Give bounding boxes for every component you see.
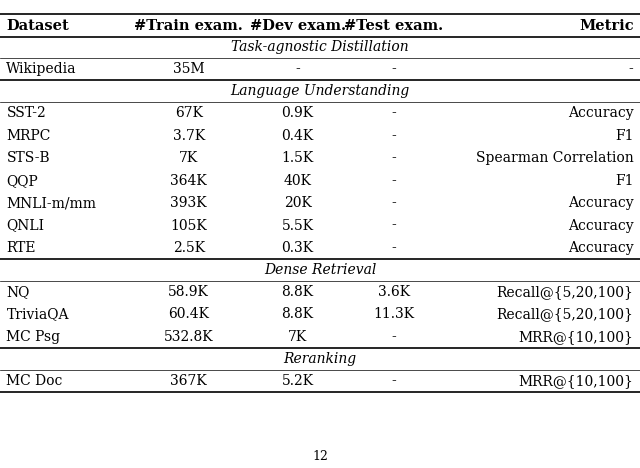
Text: 3.6K: 3.6K bbox=[378, 285, 410, 299]
Text: MRR@{10,100}: MRR@{10,100} bbox=[519, 374, 634, 388]
Text: Reranking: Reranking bbox=[284, 352, 356, 366]
Text: -: - bbox=[391, 196, 396, 210]
Text: -: - bbox=[391, 106, 396, 120]
Text: 58.9K: 58.9K bbox=[168, 285, 209, 299]
Text: Recall@{5,20,100}: Recall@{5,20,100} bbox=[497, 307, 634, 322]
Text: Language Understanding: Language Understanding bbox=[230, 84, 410, 98]
Text: Dense Retrieval: Dense Retrieval bbox=[264, 263, 376, 277]
Text: -: - bbox=[391, 174, 396, 188]
Text: #Dev exam.: #Dev exam. bbox=[250, 19, 346, 33]
Text: 532.8K: 532.8K bbox=[164, 330, 214, 344]
Text: MRR@{10,100}: MRR@{10,100} bbox=[519, 330, 634, 344]
Text: 393K: 393K bbox=[170, 196, 207, 210]
Text: MNLI-m/mm: MNLI-m/mm bbox=[6, 196, 97, 210]
Text: #Train exam.: #Train exam. bbox=[134, 19, 243, 33]
Text: MC Psg: MC Psg bbox=[6, 330, 61, 344]
Text: 7K: 7K bbox=[179, 151, 198, 165]
Text: 8.8K: 8.8K bbox=[282, 285, 314, 299]
Text: -: - bbox=[391, 129, 396, 143]
Text: QNLI: QNLI bbox=[6, 219, 44, 233]
Text: Wikipedia: Wikipedia bbox=[6, 62, 77, 76]
Text: 1.5K: 1.5K bbox=[282, 151, 314, 165]
Text: 7K: 7K bbox=[288, 330, 307, 344]
Text: QQP: QQP bbox=[6, 174, 38, 188]
Text: -: - bbox=[391, 330, 396, 344]
Text: 364K: 364K bbox=[170, 174, 207, 188]
Text: -: - bbox=[629, 62, 634, 76]
Text: 11.3K: 11.3K bbox=[373, 307, 414, 322]
Text: 20K: 20K bbox=[284, 196, 312, 210]
Text: 0.9K: 0.9K bbox=[282, 106, 314, 120]
Text: 0.3K: 0.3K bbox=[282, 241, 314, 255]
Text: -: - bbox=[391, 219, 396, 233]
Text: MRPC: MRPC bbox=[6, 129, 51, 143]
Text: Accuracy: Accuracy bbox=[568, 196, 634, 210]
Text: 5.2K: 5.2K bbox=[282, 374, 314, 388]
Text: -: - bbox=[391, 151, 396, 165]
Text: 367K: 367K bbox=[170, 374, 207, 388]
Text: 3.7K: 3.7K bbox=[173, 129, 205, 143]
Text: Recall@{5,20,100}: Recall@{5,20,100} bbox=[497, 285, 634, 299]
Text: 40K: 40K bbox=[284, 174, 312, 188]
Text: TriviaQA: TriviaQA bbox=[6, 307, 69, 322]
Text: 12: 12 bbox=[312, 450, 328, 463]
Text: -: - bbox=[295, 62, 300, 76]
Text: 0.4K: 0.4K bbox=[282, 129, 314, 143]
Text: Task-agnostic Distillation: Task-agnostic Distillation bbox=[231, 40, 409, 54]
Text: RTE: RTE bbox=[6, 241, 36, 255]
Text: NQ: NQ bbox=[6, 285, 30, 299]
Text: Dataset: Dataset bbox=[6, 19, 69, 33]
Text: -: - bbox=[391, 374, 396, 388]
Text: 105K: 105K bbox=[170, 219, 207, 233]
Text: -: - bbox=[391, 241, 396, 255]
Text: F1: F1 bbox=[615, 174, 634, 188]
Text: Accuracy: Accuracy bbox=[568, 219, 634, 233]
Text: Metric: Metric bbox=[579, 19, 634, 33]
Text: Accuracy: Accuracy bbox=[568, 106, 634, 120]
Text: #Test exam.: #Test exam. bbox=[344, 19, 443, 33]
Text: Spearman Correlation: Spearman Correlation bbox=[476, 151, 634, 165]
Text: F1: F1 bbox=[615, 129, 634, 143]
Text: -: - bbox=[391, 62, 396, 76]
Text: 8.8K: 8.8K bbox=[282, 307, 314, 322]
Text: SST-2: SST-2 bbox=[6, 106, 46, 120]
Text: 5.5K: 5.5K bbox=[282, 219, 314, 233]
Text: 35M: 35M bbox=[173, 62, 205, 76]
Text: MC Doc: MC Doc bbox=[6, 374, 63, 388]
Text: 67K: 67K bbox=[175, 106, 203, 120]
Text: 60.4K: 60.4K bbox=[168, 307, 209, 322]
Text: 2.5K: 2.5K bbox=[173, 241, 205, 255]
Text: STS-B: STS-B bbox=[6, 151, 50, 165]
Text: Accuracy: Accuracy bbox=[568, 241, 634, 255]
